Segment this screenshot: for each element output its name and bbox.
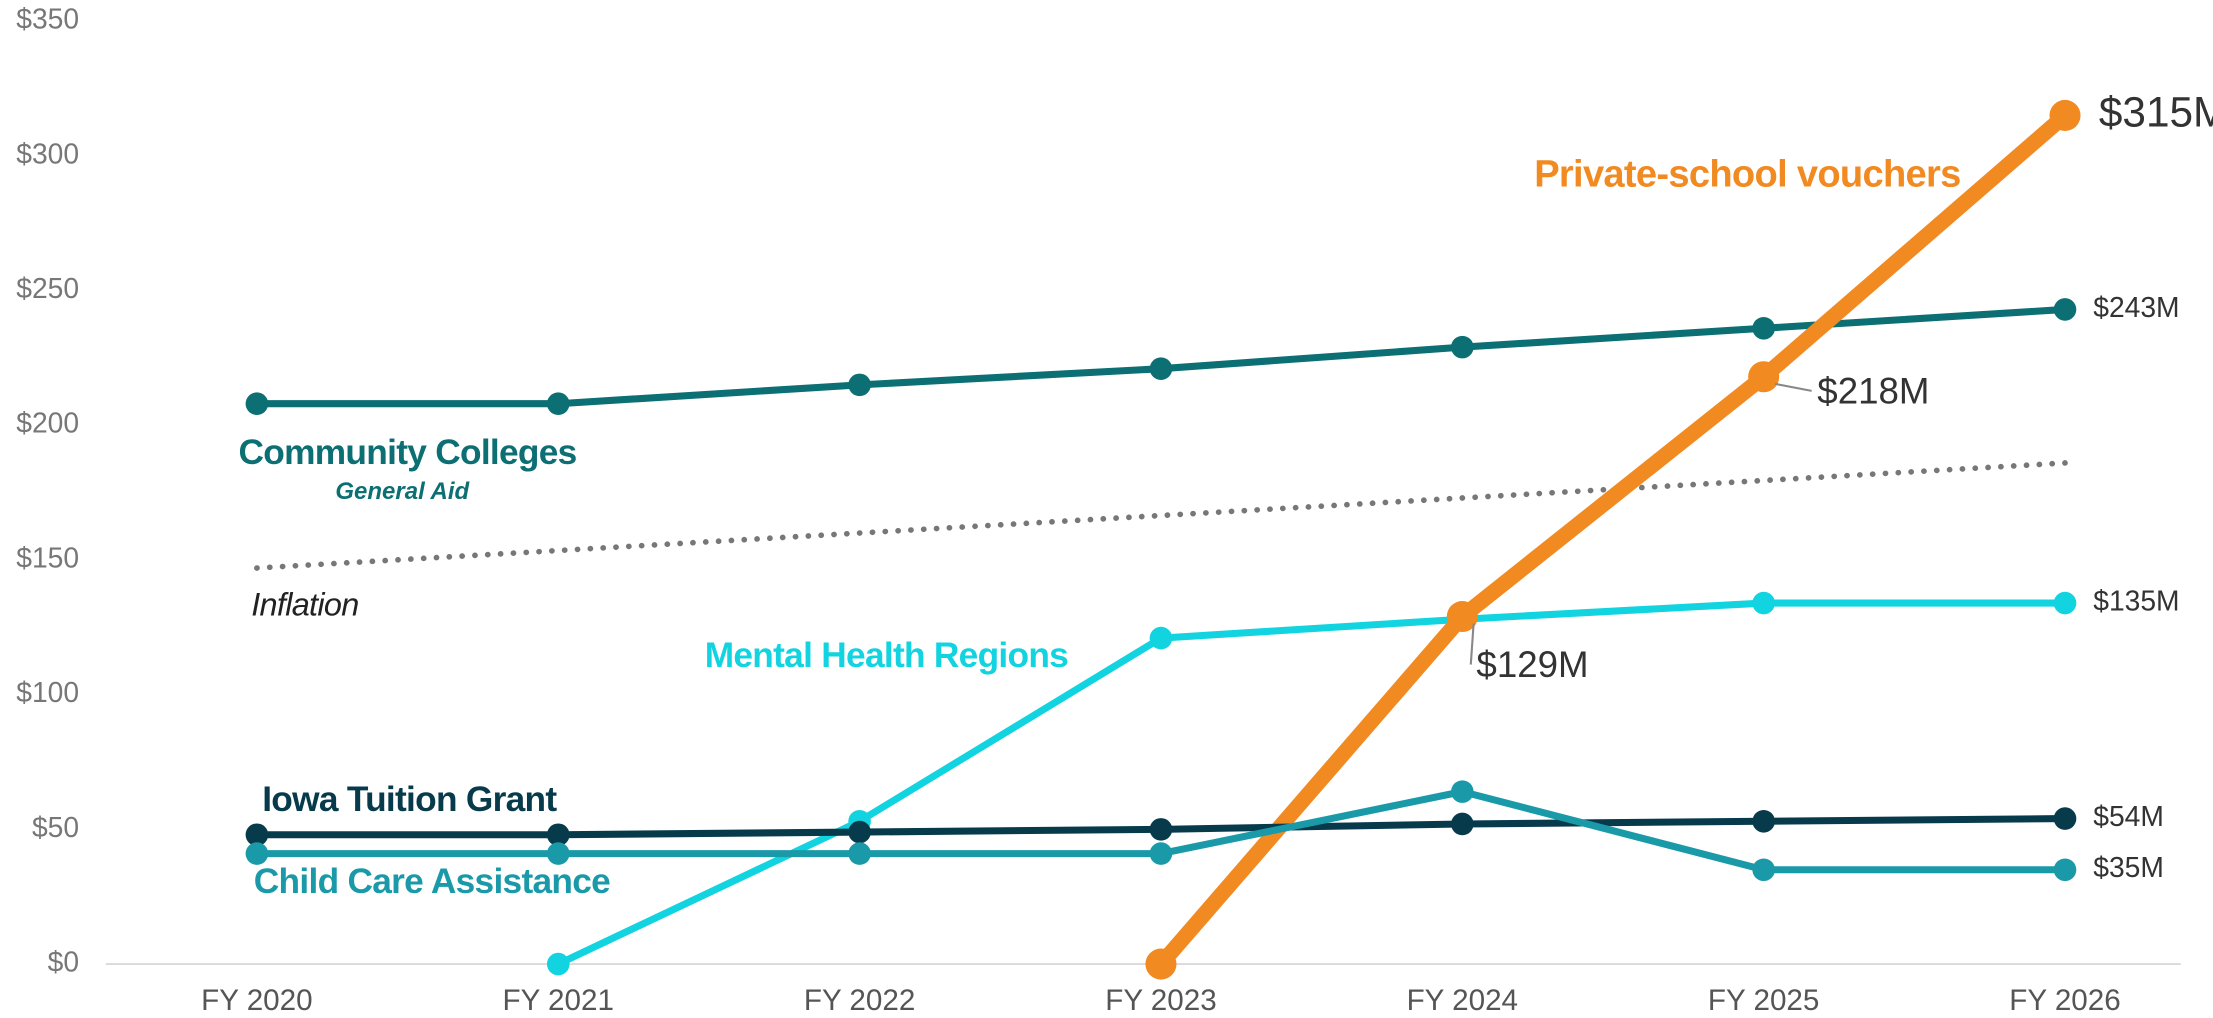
- y-tick-label: $200: [16, 407, 79, 439]
- marker: [2053, 298, 2077, 321]
- series-label: Mental Health Regions: [705, 636, 1068, 675]
- marker: [546, 392, 570, 416]
- value-label: $243M: [2093, 291, 2179, 323]
- marker: [1451, 780, 1474, 803]
- leader-line: [1469, 623, 1475, 665]
- marker: [1149, 818, 1173, 841]
- marker: [1145, 948, 1177, 980]
- y-tick-label: $250: [16, 272, 79, 304]
- marker: [848, 373, 871, 397]
- marker: [1446, 601, 1478, 633]
- marker: [2049, 99, 2081, 131]
- x-tick-label: FY 2026: [2009, 984, 2120, 1017]
- value-label: $315M: [2099, 89, 2213, 136]
- dotted-line: [254, 460, 2068, 571]
- marker: [546, 842, 570, 865]
- marker: [1451, 335, 1474, 359]
- value-label: $54M: [2093, 800, 2164, 832]
- marker: [2053, 807, 2077, 830]
- x-tick-label: FY 2022: [804, 984, 915, 1017]
- y-tick-label: $350: [16, 3, 79, 35]
- y-tick-label: $100: [16, 676, 79, 708]
- marker: [1149, 626, 1173, 650]
- marker: [546, 823, 570, 847]
- series-label: Iowa Tuition Grant: [262, 780, 557, 819]
- x-tick-label: FY 2023: [1105, 984, 1216, 1017]
- y-tick-label: $50: [32, 811, 79, 843]
- x-tick-label: FY 2021: [503, 984, 614, 1017]
- leader-line: [1774, 382, 1812, 392]
- plot: $0 $50 $100 $150 $200 $250 $300 $350 FY 2020 FY 2…: [16, 3, 2213, 1017]
- annotation: General Aid: [335, 478, 470, 505]
- y-tick-label: $300: [16, 137, 79, 169]
- value-label: $35M: [2093, 851, 2164, 883]
- marker: [245, 823, 269, 847]
- y-tick-label: $150: [16, 541, 79, 573]
- marker: [1752, 591, 1775, 615]
- marker: [848, 820, 871, 844]
- marker: [1752, 858, 1775, 882]
- line: [554, 599, 2069, 968]
- marker: [1149, 357, 1173, 380]
- marker: [1752, 809, 1775, 833]
- marker: [546, 952, 570, 976]
- value-label: $129M: [1476, 644, 1588, 685]
- line: [1153, 107, 2073, 972]
- marker: [245, 842, 269, 865]
- value-label: $135M: [2093, 585, 2179, 617]
- series-label: Community Colleges: [239, 433, 577, 472]
- marker: [1451, 812, 1474, 836]
- value-label: $218M: [1817, 370, 1929, 411]
- x-tick-label: FY 2024: [1407, 984, 1518, 1017]
- marker: [1748, 361, 1780, 393]
- marker: [2053, 858, 2077, 882]
- x-tick-label: FY 2020: [201, 984, 312, 1017]
- marker: [245, 392, 269, 416]
- x-tick-label: FY 2025: [1708, 984, 1819, 1017]
- marker: [848, 842, 871, 865]
- series-label: Inflation: [251, 587, 358, 623]
- marker: [1752, 316, 1775, 340]
- marker: [1149, 842, 1173, 865]
- series-label: Private-school vouchers: [1534, 154, 1960, 196]
- marker: [2053, 591, 2077, 615]
- y-tick-label: $0: [48, 946, 79, 978]
- series-label: Child Care Assistance: [254, 862, 610, 901]
